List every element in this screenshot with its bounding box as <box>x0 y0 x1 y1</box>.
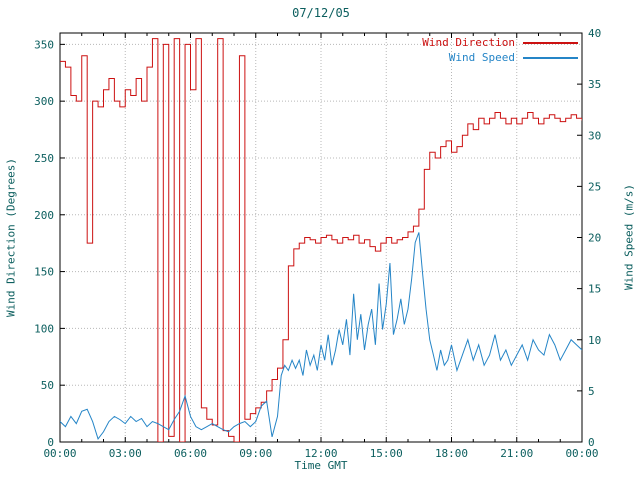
x-tick-label: 03:00 <box>109 447 142 460</box>
x-tick-label: 15:00 <box>370 447 403 460</box>
legend-entry-wind-direction: Wind Direction <box>422 36 578 49</box>
y-left-tick-label: 300 <box>34 95 54 108</box>
y-right-tick-label: 15 <box>588 283 601 296</box>
x-tick-label: 00:00 <box>43 447 76 460</box>
x-tick-label: 18:00 <box>435 447 468 460</box>
y-right-tick-label: 25 <box>588 180 601 193</box>
x-tick-label: 00:00 <box>565 447 598 460</box>
legend-line-wind-direction <box>523 41 578 44</box>
x-tick-label: 06:00 <box>174 447 207 460</box>
y-left-tick-label: 250 <box>34 152 54 165</box>
x-axis-label: Time GMT <box>294 459 348 472</box>
tick-labels: 00:00 03:00 06:00 09:00 12:00 15:00 18:00 21:00… <box>34 27 601 460</box>
y-left-tick-label: 350 <box>34 38 54 51</box>
y-right-tick-label: 0 <box>588 436 595 449</box>
y-right-tick-label: 20 <box>588 232 601 245</box>
y-right-tick-label: 10 <box>588 334 601 347</box>
y-left-tick-label: 100 <box>34 322 54 335</box>
legend: Wind Direction Wind Speed <box>422 36 578 64</box>
legend-entry-wind-speed: Wind Speed <box>449 51 578 64</box>
y-right-tick-label: 5 <box>588 385 595 398</box>
y-left-tick-label: 200 <box>34 209 54 222</box>
y-right-tick-label: 30 <box>588 129 601 142</box>
chart-title: 07/12/05 <box>292 6 350 20</box>
y-axis-right-label: Wind Speed (m/s) <box>622 184 636 291</box>
wind-direction-line <box>60 38 582 442</box>
y-left-tick-label: 50 <box>41 379 54 392</box>
y-left-tick-label: 150 <box>34 266 54 279</box>
y-right-tick-label: 40 <box>588 27 601 40</box>
x-tick-label: 12:00 <box>304 447 337 460</box>
y-left-tick-label: 0 <box>47 436 54 449</box>
x-tick-label: 09:00 <box>239 447 272 460</box>
y-axis-left-label: Wind Direction (Degrees) <box>4 158 18 317</box>
legend-label-wind-speed: Wind Speed <box>448 51 515 64</box>
wind-speed-line <box>60 232 582 441</box>
x-tick-label: 21:00 <box>500 447 533 460</box>
y-right-tick-label: 35 <box>588 78 601 91</box>
legend-label-wind-direction: Wind Direction <box>422 36 515 49</box>
legend-line-wind-speed <box>523 56 578 59</box>
